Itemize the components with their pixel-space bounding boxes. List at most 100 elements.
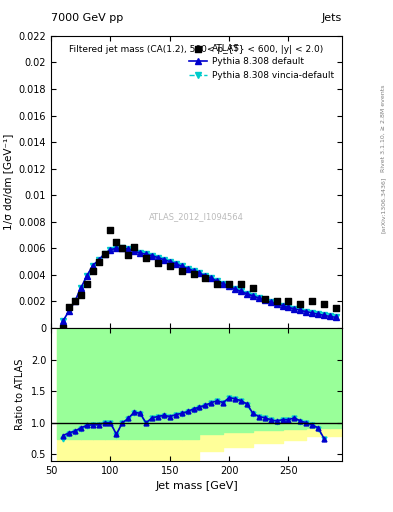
Pythia 8.308 default [144, 251, 149, 258]
ATLAS [214, 280, 220, 288]
Pythia 8.308 default [197, 270, 202, 276]
Pythia 8.308 vincia-default [233, 286, 237, 292]
Pythia 8.308 vincia-default [114, 245, 119, 251]
Pythia 8.308 vincia-default [215, 278, 220, 284]
Pythia 8.308 vincia-default [185, 265, 190, 271]
Pythia 8.308 default [304, 309, 309, 315]
ATLAS [202, 273, 209, 282]
Legend: ATLAS, Pythia 8.308 default, Pythia 8.308 vincia-default: ATLAS, Pythia 8.308 default, Pythia 8.30… [185, 40, 338, 83]
Pythia 8.308 vincia-default [120, 245, 125, 251]
Text: [arXiv:1306.3436]: [arXiv:1306.3436] [381, 177, 386, 233]
ATLAS [60, 324, 66, 332]
Pythia 8.308 vincia-default [221, 281, 226, 287]
Pythia 8.308 vincia-default [203, 273, 208, 279]
Pythia 8.308 vincia-default [150, 252, 154, 259]
Pythia 8.308 default [286, 304, 291, 310]
Pythia 8.308 vincia-default [90, 263, 95, 269]
Pythia 8.308 vincia-default [84, 273, 89, 279]
Pythia 8.308 default [61, 318, 65, 325]
Pythia 8.308 vincia-default [167, 259, 172, 265]
ATLAS [285, 297, 292, 306]
Pythia 8.308 default [120, 245, 125, 251]
Line: Pythia 8.308 default: Pythia 8.308 default [60, 246, 339, 324]
ATLAS [190, 269, 196, 278]
Y-axis label: Ratio to ATLAS: Ratio to ATLAS [15, 359, 25, 430]
Pythia 8.308 default [239, 288, 243, 294]
ATLAS [72, 297, 78, 306]
Pythia 8.308 default [233, 286, 237, 292]
Pythia 8.308 default [274, 301, 279, 307]
Pythia 8.308 vincia-default [328, 313, 332, 319]
Pythia 8.308 vincia-default [286, 304, 291, 310]
X-axis label: Jet mass [GeV]: Jet mass [GeV] [155, 481, 238, 491]
Pythia 8.308 default [66, 308, 71, 314]
Pythia 8.308 default [334, 314, 338, 321]
Pythia 8.308 vincia-default [316, 311, 321, 317]
Pythia 8.308 vincia-default [257, 295, 261, 301]
ATLAS [309, 297, 315, 306]
ATLAS [125, 251, 131, 259]
Pythia 8.308 default [114, 245, 119, 251]
Pythia 8.308 vincia-default [292, 306, 297, 312]
Pythia 8.308 default [167, 259, 172, 265]
ATLAS [113, 238, 119, 246]
Pythia 8.308 vincia-default [96, 257, 101, 263]
Pythia 8.308 vincia-default [197, 270, 202, 276]
ATLAS [90, 267, 96, 275]
Pythia 8.308 vincia-default [268, 299, 273, 305]
Pythia 8.308 default [150, 252, 154, 259]
Pythia 8.308 vincia-default [250, 293, 255, 299]
Pythia 8.308 vincia-default [280, 303, 285, 309]
Pythia 8.308 default [179, 263, 184, 269]
Pythia 8.308 default [221, 281, 226, 287]
ATLAS [262, 295, 268, 303]
Pythia 8.308 default [257, 295, 261, 301]
ATLAS [333, 304, 339, 312]
Pythia 8.308 default [96, 257, 101, 263]
Text: Rivet 3.1.10, ≥ 2.8M events: Rivet 3.1.10, ≥ 2.8M events [381, 84, 386, 172]
Pythia 8.308 vincia-default [227, 283, 231, 289]
ATLAS [101, 249, 108, 258]
Pythia 8.308 default [203, 273, 208, 279]
ATLAS [167, 262, 173, 270]
Pythia 8.308 default [162, 257, 166, 263]
Pythia 8.308 vincia-default [274, 301, 279, 307]
Pythia 8.308 default [209, 275, 214, 282]
Pythia 8.308 default [185, 265, 190, 271]
Pythia 8.308 vincia-default [72, 298, 77, 305]
Pythia 8.308 vincia-default [126, 246, 130, 252]
ATLAS [155, 259, 161, 267]
Pythia 8.308 default [298, 307, 303, 313]
ATLAS [131, 243, 137, 251]
ATLAS [321, 300, 327, 308]
Pythia 8.308 default [132, 248, 136, 254]
Pythia 8.308 default [322, 312, 327, 318]
Pythia 8.308 default [126, 246, 130, 252]
Pythia 8.308 default [292, 306, 297, 312]
Pythia 8.308 vincia-default [79, 285, 83, 291]
Pythia 8.308 vincia-default [102, 250, 107, 257]
Pythia 8.308 default [79, 285, 83, 291]
Pythia 8.308 vincia-default [132, 248, 136, 254]
Pythia 8.308 default [72, 298, 77, 305]
Pythia 8.308 vincia-default [108, 247, 113, 253]
ATLAS [274, 297, 280, 306]
Pythia 8.308 default [280, 303, 285, 309]
Text: Filtered jet mass (CA(1.2), 500< p_{T} < 600, |y| < 2.0): Filtered jet mass (CA(1.2), 500< p_{T} <… [70, 45, 323, 54]
Pythia 8.308 vincia-default [310, 310, 314, 316]
Pythia 8.308 default [268, 299, 273, 305]
ATLAS [250, 284, 256, 292]
Pythia 8.308 vincia-default [298, 307, 303, 313]
ATLAS [66, 303, 72, 311]
ATLAS [95, 258, 102, 266]
Pythia 8.308 default [215, 278, 220, 284]
Pythia 8.308 vincia-default [179, 263, 184, 269]
Pythia 8.308 default [263, 297, 267, 303]
ATLAS [238, 280, 244, 288]
Pythia 8.308 vincia-default [144, 251, 149, 258]
Pythia 8.308 default [84, 273, 89, 279]
ATLAS [143, 253, 149, 262]
Pythia 8.308 default [191, 268, 196, 274]
Pythia 8.308 default [227, 283, 231, 289]
Pythia 8.308 vincia-default [322, 312, 327, 318]
